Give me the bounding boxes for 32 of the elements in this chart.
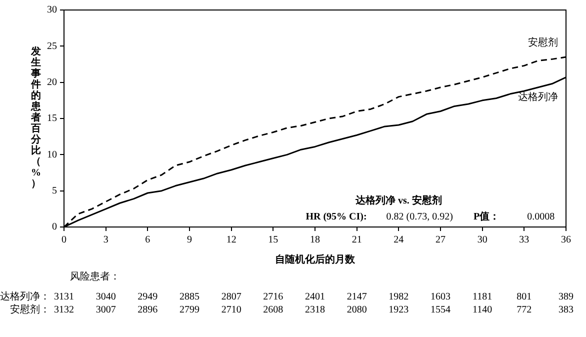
x-tick-label: 9 [187, 234, 192, 246]
x-tick-label: 18 [310, 234, 320, 246]
x-tick-label: 3 [103, 234, 108, 246]
x-tick-label: 27 [436, 234, 446, 246]
y-tick-label: 20 [47, 76, 57, 88]
y-tick-label: 10 [47, 149, 57, 160]
y-tick-label: 30 [47, 4, 57, 16]
annotation: HR (95% CI): [306, 212, 367, 223]
x-tick-label: 21 [352, 234, 362, 246]
annotation: P值： [473, 210, 500, 223]
x-tick-label: 24 [394, 234, 404, 246]
y-tick-label: 0 [52, 222, 57, 233]
x-tick-label: 12 [226, 234, 236, 246]
y-tick-label: 15 [47, 113, 57, 124]
x-axis-title: 自随机化后的月数 [275, 254, 356, 266]
y-tick-label: 5 [52, 185, 57, 196]
text: 安慰剂： 3132 3007 2896 2799 2710 2608 2318 2080 1923 1554 1140 772 383 [10, 304, 574, 316]
x-tick-label: 36 [561, 234, 571, 246]
x-tick-label: 0 [62, 234, 66, 246]
annotation: 达格列净 vs. 安慰剂 [354, 194, 442, 207]
text: 风险患者： [70, 270, 120, 283]
series-label: 安慰剂 [528, 36, 558, 49]
series-label: 达格列净 [518, 90, 558, 103]
annotation: 0.82 (0.73, 0.92) [386, 212, 453, 223]
x-tick-label: 15 [268, 234, 278, 246]
y-tick-label: 25 [47, 40, 57, 52]
x-tick-label: 30 [477, 234, 488, 246]
annotation: 0.0008 [527, 212, 555, 223]
x-tick-label: 6 [145, 234, 150, 246]
text: 达格列净： 3131 3040 2949 2885 2807 2716 2401 2147 1982 1603 1181 801 389 [0, 292, 574, 303]
text: 发生事件的患者百分比（%） [31, 46, 41, 190]
x-tick-label: 33 [519, 234, 530, 246]
